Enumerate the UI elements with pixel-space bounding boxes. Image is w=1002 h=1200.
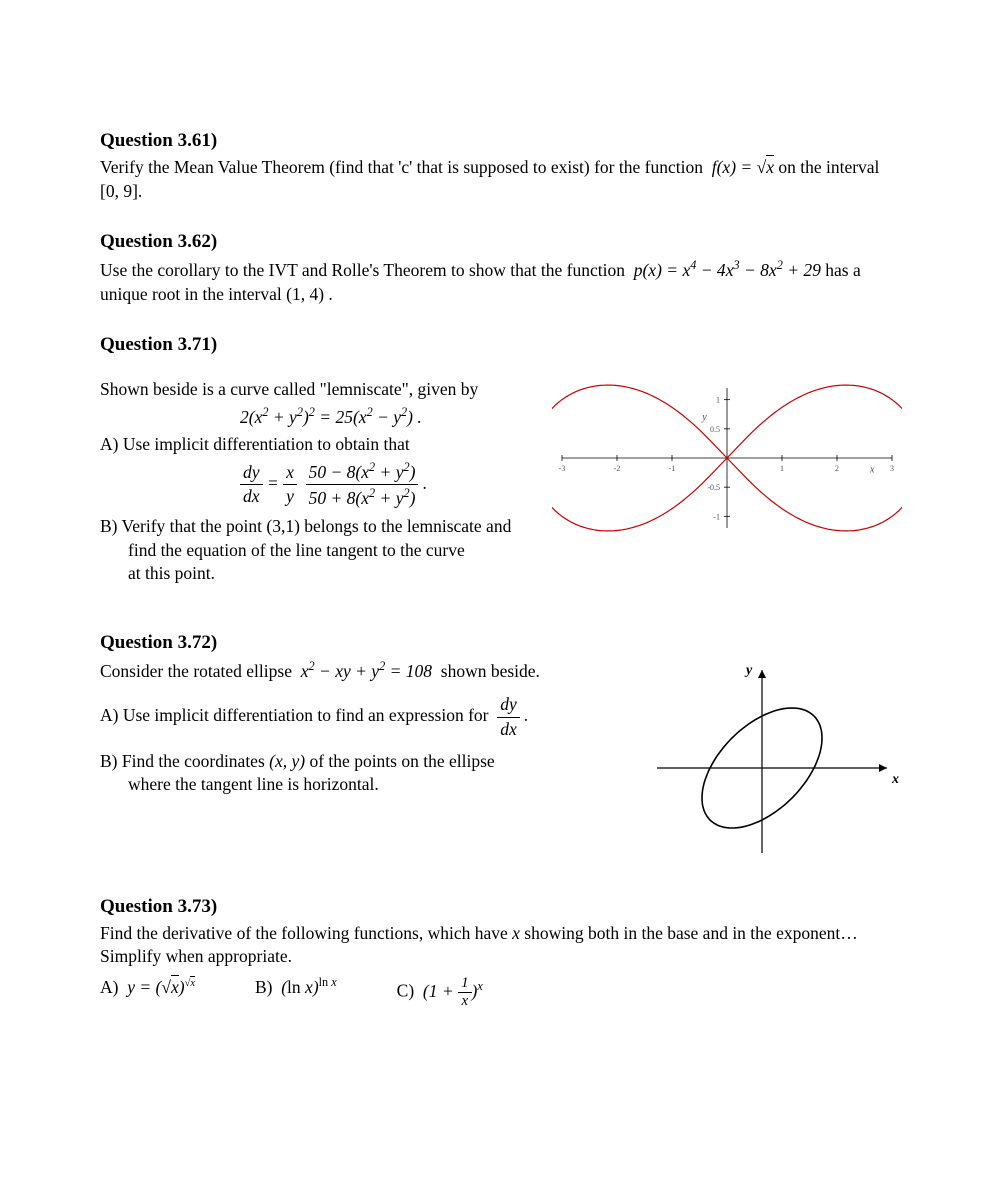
intro-text: Shown beside is a curve called "lemnisca… [100, 378, 532, 402]
svg-text:y: y [744, 663, 753, 678]
curve-equation: 2(x2 + y2)2 = 25(x2 − y2) . [100, 404, 532, 429]
question-header: Question 3.61) [100, 130, 902, 152]
question-body: Use the corollary to the IVT and Rolle's… [100, 257, 902, 306]
svg-text:3: 3 [890, 464, 894, 473]
svg-text:2: 2 [835, 464, 839, 473]
part-b-line3: at this point. [100, 562, 532, 586]
svg-text:-1: -1 [713, 513, 720, 522]
question-body: Verify the Mean Value Theorem (find that… [100, 156, 902, 203]
svg-text:-1: -1 [669, 464, 676, 473]
svg-text:0.5: 0.5 [710, 425, 720, 434]
part-b-line2: find the equation of the line tangent to… [100, 539, 532, 563]
function-formula: p(x) = x4 − 4x3 − 8x2 + 29 [629, 260, 821, 280]
svg-text:x: x [869, 465, 875, 476]
svg-text:-2: -2 [614, 464, 621, 473]
body-text-prefix: Verify the Mean Value Theorem (find that… [100, 157, 703, 177]
lemniscate-graph: -3 -2 -1 1 2 3 -1 -0.5 0.5 1 x y [552, 378, 902, 538]
document-page: Question 3.61) Verify the Mean Value The… [0, 0, 1002, 1200]
question-3-71: Question 3.71) Shown beside is a curve c… [100, 334, 902, 585]
question-body: Find the derivative of the following fun… [100, 922, 902, 969]
svg-text:x: x [891, 772, 899, 787]
question-header: Question 3.62) [100, 231, 902, 253]
part-b: B) (ln x)ln x [255, 975, 337, 1010]
svg-text:y: y [701, 412, 707, 423]
body-text-prefix: Use the corollary to the IVT and Rolle's… [100, 260, 625, 280]
question-3-62: Question 3.62) Use the corollary to the … [100, 231, 902, 306]
part-a: A) y = (x)x [100, 975, 195, 1010]
function-formula: f(x) = x [707, 157, 774, 177]
question-header: Question 3.72) [100, 632, 902, 654]
question-header: Question 3.73) [100, 896, 902, 918]
question-3-73: Question 3.73) Find the derivative of th… [100, 896, 902, 1010]
question-3-61: Question 3.61) Verify the Mean Value The… [100, 130, 902, 203]
svg-text:1: 1 [716, 396, 720, 405]
derivative-formula: dydx = xy 50 − 8(x2 + y2) 50 + 8(x2 + y2… [100, 459, 532, 511]
intro-text: Consider the rotated ellipse x2 − xy + y… [100, 658, 622, 683]
part-b-line2: where the tangent line is horizontal. [100, 773, 622, 797]
part-a: A) Use implicit differentiation to obtai… [100, 433, 532, 457]
part-b-line1: B) Verify that the point (3,1) belongs t… [100, 515, 532, 539]
ellipse-graph: xy [642, 658, 902, 868]
part-c: C) (1 + 1x)x [397, 975, 483, 1010]
part-b-line1: B) Find the coordinates (x, y) of the po… [100, 750, 622, 774]
question-header: Question 3.71) [100, 334, 902, 356]
svg-text:-0.5: -0.5 [707, 483, 720, 492]
parts-row: A) y = (x)x B) (ln x)ln x C) (1 + 1x)x [100, 975, 902, 1010]
svg-text:1: 1 [780, 464, 784, 473]
svg-text:-3: -3 [559, 464, 566, 473]
part-a: A) Use implicit differentiation to find … [100, 693, 622, 741]
question-3-72: Question 3.72) Consider the rotated elli… [100, 632, 902, 868]
